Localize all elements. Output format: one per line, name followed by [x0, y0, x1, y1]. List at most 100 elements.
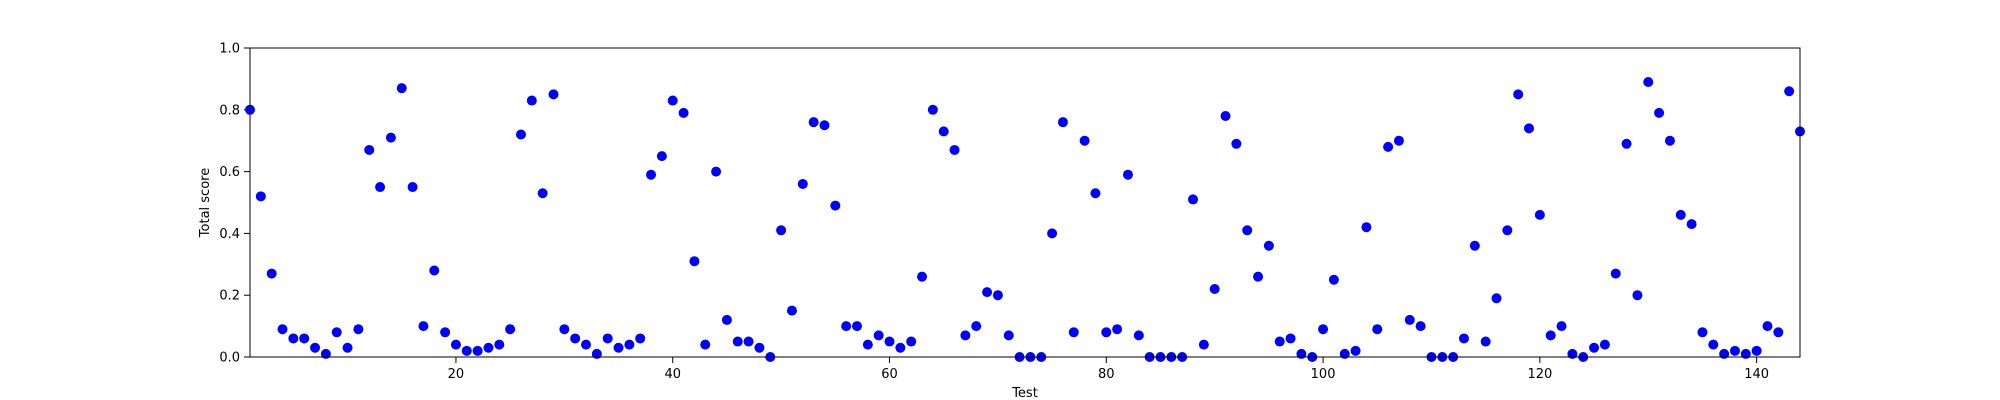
data-point: [808, 117, 819, 128]
data-point: [1372, 324, 1383, 335]
data-point: [1361, 222, 1372, 233]
data-point: [667, 95, 678, 106]
data-point: [949, 144, 960, 155]
data-point: [548, 89, 559, 100]
data-point: [927, 104, 938, 115]
data-point: [1057, 117, 1068, 128]
x-tick-label: 80: [1098, 367, 1115, 382]
data-point: [288, 333, 299, 344]
data-point: [1643, 76, 1654, 87]
data-point: [1090, 188, 1101, 199]
data-point: [299, 333, 310, 344]
x-tick-label: 140: [1744, 367, 1769, 382]
data-point: [1242, 225, 1253, 236]
y-axis-title: Total score: [198, 168, 213, 238]
data-point: [1350, 345, 1361, 356]
data-point: [982, 287, 993, 298]
data-point: [1383, 141, 1394, 152]
data-point: [786, 305, 797, 316]
x-axis-title: Test: [1011, 386, 1038, 400]
data-point: [1556, 321, 1567, 332]
data-point: [1610, 268, 1621, 279]
x-tick-label: 40: [664, 367, 681, 382]
data-point: [1675, 209, 1686, 220]
data-point: [1318, 324, 1329, 335]
data-point: [570, 333, 581, 344]
data-point: [873, 330, 884, 341]
data-point: [1231, 138, 1242, 149]
data-point: [1112, 324, 1123, 335]
data-point: [396, 83, 407, 94]
data-point: [1263, 240, 1274, 251]
data-point: [1133, 330, 1144, 341]
data-point: [841, 321, 852, 332]
data-point: [450, 339, 461, 350]
x-tick-label: 60: [881, 367, 898, 382]
plot-frame: [249, 47, 1801, 358]
data-point: [342, 342, 353, 353]
data-point: [700, 339, 711, 350]
data-point: [895, 342, 906, 353]
y-tick-label: 0.4: [219, 227, 240, 242]
data-point: [1740, 348, 1751, 359]
data-point: [1654, 107, 1665, 118]
data-point: [1545, 330, 1556, 341]
x-tick-label: 20: [448, 367, 465, 382]
y-tick-label: 0.8: [219, 103, 240, 118]
data-point: [364, 144, 375, 155]
data-point: [1524, 123, 1535, 134]
data-point: [515, 129, 526, 140]
data-point: [635, 333, 646, 344]
y-axis: 0.0 0.2 0.4 0.6 0.8 1.0: [219, 42, 250, 366]
data-point: [1188, 194, 1199, 205]
data-point: [483, 342, 494, 353]
data-point: [721, 314, 732, 325]
data-point: [1079, 135, 1090, 146]
data-point: [255, 191, 266, 202]
data-point: [613, 342, 624, 353]
y-tick-label: 0.0: [219, 351, 240, 366]
data-point: [1632, 290, 1643, 301]
data-point: [537, 188, 548, 199]
data-point: [1209, 284, 1220, 295]
data-point: [1599, 339, 1610, 350]
data-point: [1393, 135, 1404, 146]
data-point: [1285, 333, 1296, 344]
data-point: [1404, 314, 1415, 325]
data-point: [429, 265, 440, 276]
data-point: [884, 336, 895, 347]
x-tick-label: 120: [1527, 367, 1552, 382]
data-point: [960, 330, 971, 341]
data-point: [1469, 240, 1480, 251]
data-point: [1415, 321, 1426, 332]
data-point: [581, 339, 592, 350]
y-tick-label: 1.0: [219, 42, 240, 57]
data-point: [1003, 330, 1014, 341]
data-point: [992, 290, 1003, 301]
data-point: [624, 339, 635, 350]
data-point: [1621, 138, 1632, 149]
data-point: [418, 321, 429, 332]
data-point: [1122, 169, 1133, 180]
data-point: [1328, 274, 1339, 285]
data-point: [591, 348, 602, 359]
data-point: [678, 107, 689, 118]
data-point: [1686, 219, 1697, 230]
data-point: [331, 327, 342, 338]
data-point: [375, 182, 386, 193]
data-point: [277, 324, 288, 335]
data-point: [917, 271, 928, 282]
data-point: [1784, 86, 1795, 97]
data-point: [971, 321, 982, 332]
data-point: [1534, 209, 1545, 220]
data-point: [1274, 336, 1285, 347]
data-point: [1773, 327, 1784, 338]
data-point: [1339, 348, 1350, 359]
data-point: [1697, 327, 1708, 338]
data-point: [743, 336, 754, 347]
y-tick-label: 0.6: [219, 165, 240, 180]
data-point: [1491, 293, 1502, 304]
data-point: [1101, 327, 1112, 338]
data-point: [1708, 339, 1719, 350]
data-point: [1589, 342, 1600, 353]
